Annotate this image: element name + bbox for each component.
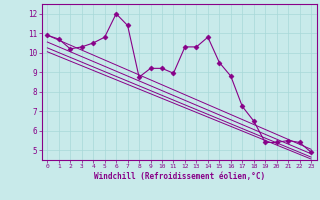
X-axis label: Windchill (Refroidissement éolien,°C): Windchill (Refroidissement éolien,°C) <box>94 172 265 181</box>
